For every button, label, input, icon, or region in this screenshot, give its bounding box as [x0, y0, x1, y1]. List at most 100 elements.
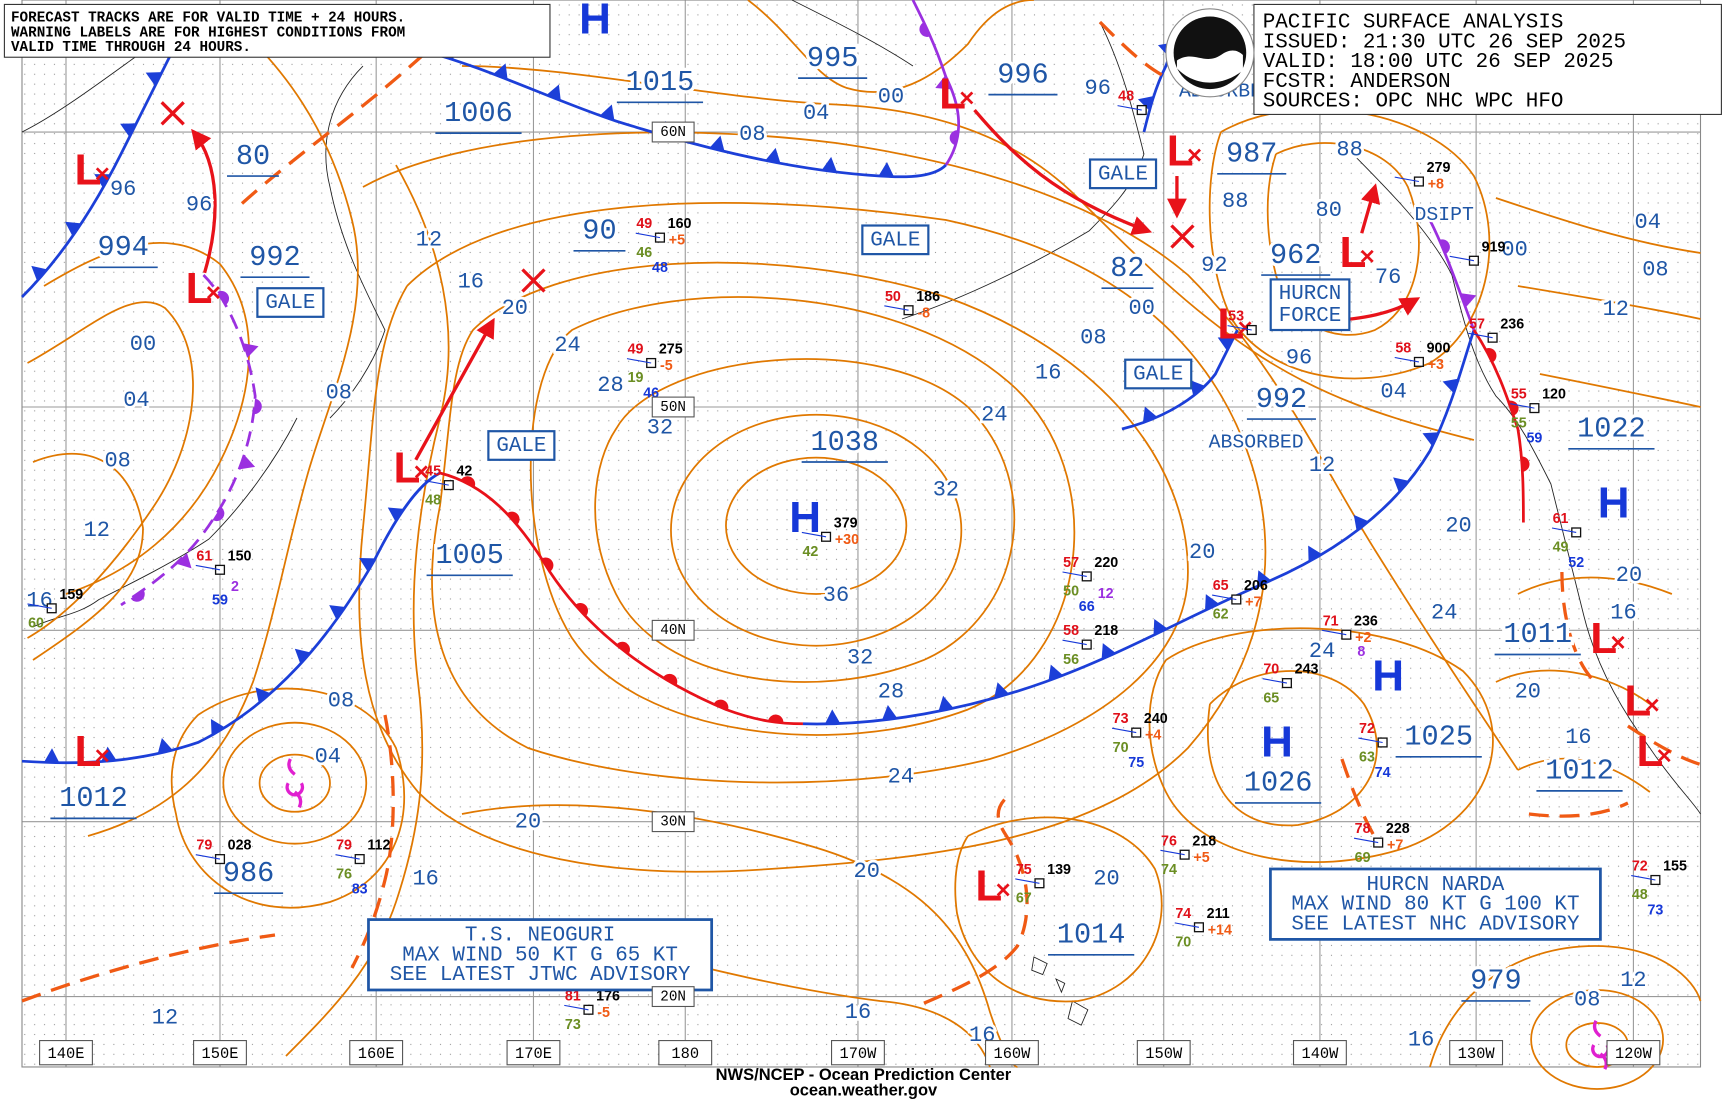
station-pressure: 900: [1427, 340, 1451, 356]
lon-label: 150W: [1145, 1045, 1183, 1063]
isobar-label: 32: [933, 477, 959, 502]
isobar-label: 76: [1375, 265, 1401, 290]
station-visibility: 74: [1375, 765, 1391, 781]
advisory-box: [367, 918, 714, 992]
warning-box: [1269, 278, 1351, 332]
station-temperature: 57: [1469, 316, 1485, 332]
isobar-label: 08: [328, 689, 354, 714]
isobar: [87, 10, 359, 837]
station-pressure: 176: [596, 988, 620, 1004]
warning-box: [256, 287, 325, 318]
front-triangle: [878, 162, 894, 177]
advisory-box: [1269, 867, 1602, 941]
track-end: [160, 101, 1195, 293]
station-pressure: 220: [1094, 555, 1118, 571]
low-x: [206, 286, 220, 300]
station-dewpoint: 67: [1016, 890, 1032, 906]
front-semicircle: [768, 714, 784, 724]
wind-barb: [1111, 727, 1137, 734]
isobar: [1495, 197, 1701, 408]
high-symbol: H: [1261, 717, 1293, 766]
isobar-label: 20: [1445, 514, 1471, 539]
station-dewpoint: 56: [1063, 652, 1079, 668]
warning-box: [861, 224, 930, 256]
front-semicircle: [662, 673, 678, 686]
station-tendency: +4: [1145, 728, 1161, 744]
wind-barb: [27, 603, 52, 609]
tropical-cyclone-symbol: [285, 758, 305, 809]
trough: [1340, 758, 1382, 848]
front-triangle: [599, 104, 615, 121]
footer-line: ocean.weather.gov: [790, 1082, 938, 1100]
station-temperature: 48: [1118, 89, 1134, 105]
front-triangle: [938, 695, 954, 712]
header-box: [1253, 3, 1722, 115]
station-pressure: 160: [668, 216, 692, 232]
front-triangle: [1205, 594, 1219, 611]
remark: DSIPT: [1415, 204, 1474, 226]
wind-barb: [1394, 356, 1420, 363]
station-marker: [1131, 727, 1142, 738]
isobar-label: 96: [186, 192, 212, 217]
lat-lon-grid: [21, 0, 1702, 1068]
station-tendency: +8: [1428, 177, 1444, 193]
track-arrow: [1360, 183, 1381, 234]
station-visibility: 75: [1128, 755, 1144, 771]
station-temperature: 79: [196, 838, 212, 854]
lat-label-box: [651, 811, 695, 833]
station-temperature: 50: [885, 289, 901, 305]
central-pressure: 90: [582, 215, 616, 248]
central-pressure: 995: [807, 42, 858, 75]
station-tendency: +7: [1245, 595, 1261, 611]
isobar: [27, 301, 194, 639]
station-marker: [1136, 104, 1147, 116]
station-temperature: 58: [1063, 623, 1079, 639]
front-triangle: [1048, 664, 1064, 681]
trough: [21, 933, 276, 1003]
low-x: [1360, 249, 1374, 263]
wind-barb: [1394, 176, 1420, 183]
front-semicircle: [1439, 239, 1450, 255]
isobar-label: 24: [888, 764, 914, 789]
isobar-label: 20: [515, 809, 541, 834]
front-triangle: [239, 454, 256, 470]
isobar: [1208, 108, 1491, 380]
isobar: [362, 131, 1519, 771]
wind-barb: [195, 854, 221, 860]
lon-label: 170E: [515, 1045, 552, 1063]
central-pressure: 992: [1256, 383, 1307, 416]
isobar-label: 08: [326, 381, 352, 406]
fronts: [21, 0, 1701, 1005]
isobar-label: 20: [854, 859, 880, 884]
station-marker: [583, 1004, 594, 1015]
isobar-label: 96: [1085, 76, 1111, 101]
isobar-label: 16: [845, 1000, 871, 1025]
advisory-line: MAX WIND 80 KT G 100 KT: [1291, 894, 1579, 917]
isobar-label: 16: [412, 867, 438, 892]
isobar-label: 08: [1642, 257, 1668, 282]
front-triangle: [294, 648, 311, 664]
warning-label: GALE: [496, 435, 546, 458]
front-semicircle: [713, 699, 729, 711]
forecast-tracks: [160, 101, 1610, 1070]
wind-barb: [1174, 922, 1200, 928]
wind-barb: [424, 480, 449, 486]
station-tendency: -8: [917, 305, 930, 321]
track-arrow: [191, 128, 217, 274]
front-semicircle: [217, 290, 230, 306]
front-triangle: [1153, 619, 1168, 636]
isobar-label: 88: [1222, 189, 1248, 214]
front-triangle: [1460, 293, 1477, 308]
station-tendency: +14: [1208, 922, 1232, 938]
advisory-line: T.S. NEOGURI: [465, 924, 615, 947]
front-triangle: [1142, 406, 1158, 423]
station-temperature: 53: [1228, 309, 1244, 325]
isobar-label: 12: [1603, 297, 1629, 322]
front-triangle: [359, 557, 376, 572]
wind-barb: [884, 305, 909, 311]
isobar-label: 08: [1574, 988, 1600, 1013]
station-pressure: 155: [1663, 859, 1687, 875]
isobar-label: 32: [847, 646, 873, 671]
